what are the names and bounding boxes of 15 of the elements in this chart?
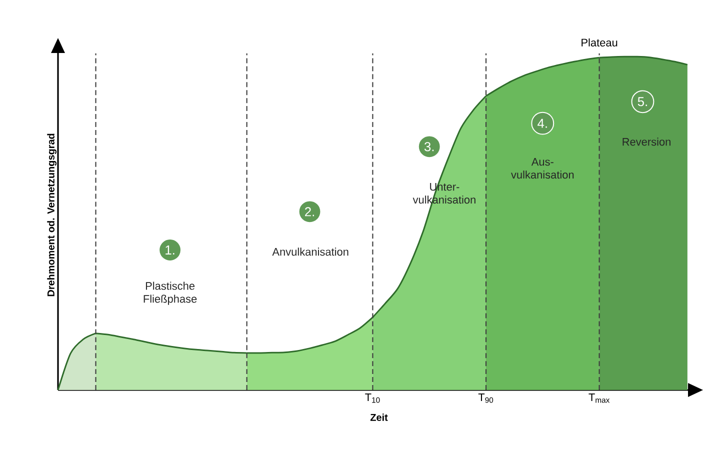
x-tick-label: T$_{10}$ (365, 394, 380, 403)
annotation: 5. (638, 97, 647, 106)
x-tick-label: T$_{max}$ (588, 394, 610, 403)
annotation: Aus-vulkanisation (511, 158, 574, 179)
x-axis-title: Zeit (370, 414, 388, 421)
annotation: 1. (166, 246, 174, 254)
annotation: 2. (305, 207, 314, 216)
y-axis-title: Drehmoment od. Vernetzungsgrad (47, 134, 56, 296)
annotation: Plastische Fließphase (144, 282, 197, 305)
text: Plateau (582, 38, 618, 46)
annotation: Anvulkanisation (272, 248, 348, 256)
x-tick-label: T$_{90}$ (478, 394, 494, 403)
annotation: Reversion (622, 138, 670, 146)
annotation: 3. (424, 142, 434, 152)
annotation: 4. (538, 118, 547, 128)
